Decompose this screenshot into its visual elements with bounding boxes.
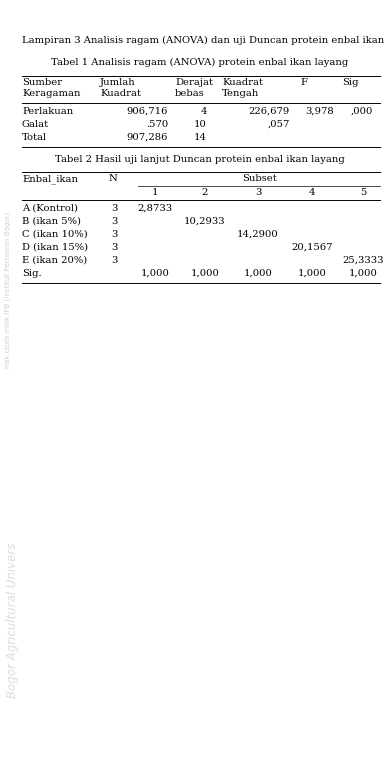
Text: bebas: bebas	[175, 89, 205, 98]
Text: 4: 4	[309, 188, 315, 197]
Text: 226,679: 226,679	[249, 107, 290, 116]
Text: 14: 14	[194, 133, 207, 142]
Text: A (Kontrol): A (Kontrol)	[22, 204, 78, 213]
Text: Tabel 1 Analisis ragam (ANOVA) protein enbal ikan layang: Tabel 1 Analisis ragam (ANOVA) protein e…	[51, 58, 349, 67]
Text: 10: 10	[194, 120, 207, 129]
Text: 3: 3	[111, 204, 117, 213]
Text: 3: 3	[111, 217, 117, 226]
Text: Derajat: Derajat	[175, 78, 213, 87]
Text: Sig.: Sig.	[22, 269, 42, 278]
Text: Lampiran 3 Analisis ragam (ANOVA) dan uji Duncan protein enbal ikan: Lampiran 3 Analisis ragam (ANOVA) dan uj…	[22, 36, 384, 45]
Text: Kuadrat: Kuadrat	[222, 78, 263, 87]
Text: 1,000: 1,000	[140, 269, 170, 278]
Text: 1,000: 1,000	[191, 269, 219, 278]
Text: 25,3333: 25,3333	[342, 256, 384, 265]
Text: Total: Total	[22, 133, 47, 142]
Text: 3: 3	[111, 230, 117, 239]
Text: 3,978: 3,978	[305, 107, 334, 116]
Text: Galat: Galat	[22, 120, 49, 129]
Text: 1,000: 1,000	[298, 269, 326, 278]
Text: 5: 5	[360, 188, 366, 197]
Text: .570: .570	[146, 120, 168, 129]
Text: Jumlah: Jumlah	[100, 78, 136, 87]
Text: Tabel 2 Hasil uji lanjut Duncan protein enbal ikan layang: Tabel 2 Hasil uji lanjut Duncan protein …	[55, 155, 345, 164]
Text: Sumber: Sumber	[22, 78, 62, 87]
Text: 3: 3	[255, 188, 261, 197]
Text: Subset: Subset	[243, 174, 277, 183]
Text: Kuadrat: Kuadrat	[100, 89, 141, 98]
Text: D (ikan 15%): D (ikan 15%)	[22, 243, 88, 252]
Text: 907,286: 907,286	[127, 133, 168, 142]
Text: 906,716: 906,716	[127, 107, 168, 116]
Text: 2,8733: 2,8733	[137, 204, 173, 213]
Text: 1: 1	[152, 188, 158, 197]
Text: 4: 4	[200, 107, 207, 116]
Text: Bogor Agricultural Univers: Bogor Agricultural Univers	[7, 543, 19, 697]
Text: E (ikan 20%): E (ikan 20%)	[22, 256, 87, 265]
Text: F: F	[300, 78, 307, 87]
Text: 20,1567: 20,1567	[291, 243, 333, 252]
Text: ,000: ,000	[350, 107, 373, 116]
Text: N: N	[108, 174, 117, 183]
Text: 3: 3	[111, 243, 117, 252]
Text: Enbal_ikan: Enbal_ikan	[22, 174, 78, 183]
Text: ,057: ,057	[268, 120, 290, 129]
Text: 14,2900: 14,2900	[237, 230, 279, 239]
Text: 10,2933: 10,2933	[184, 217, 226, 226]
Text: 3: 3	[111, 256, 117, 265]
Text: 1,000: 1,000	[244, 269, 272, 278]
Text: 1,000: 1,000	[349, 269, 377, 278]
Text: Sig: Sig	[342, 78, 359, 87]
Text: Hak cipta milik IPB (Institut Pertanian Bogor): Hak cipta milik IPB (Institut Pertanian …	[5, 212, 11, 368]
Text: Perlakuan: Perlakuan	[22, 107, 73, 116]
Text: B (ikan 5%): B (ikan 5%)	[22, 217, 81, 226]
Text: C (ikan 10%): C (ikan 10%)	[22, 230, 88, 239]
Text: Keragaman: Keragaman	[22, 89, 81, 98]
Text: Tengah: Tengah	[222, 89, 259, 98]
Text: 2: 2	[202, 188, 208, 197]
